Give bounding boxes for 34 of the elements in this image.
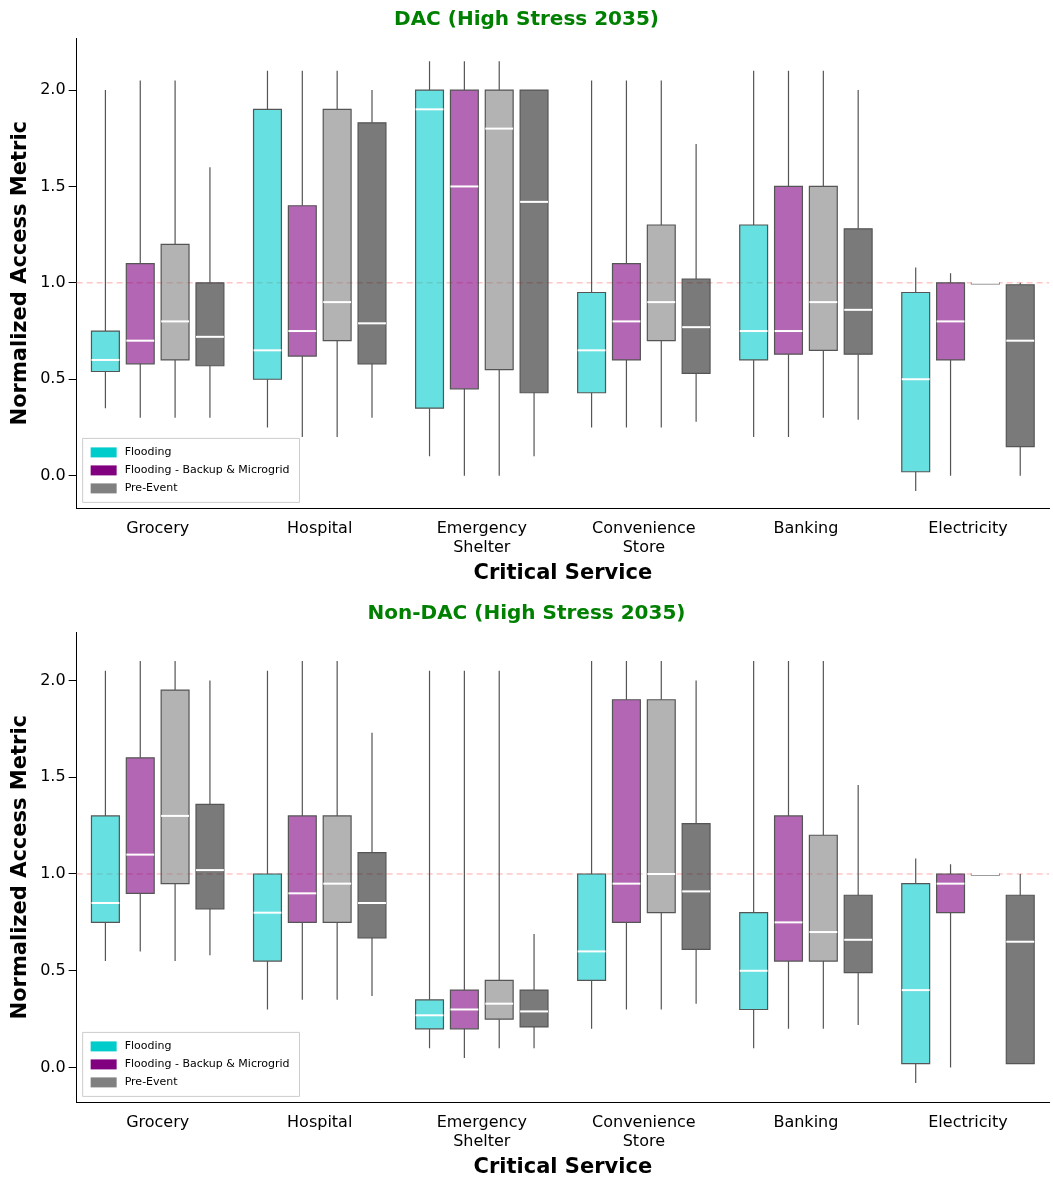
y-tick-label: 1.5 [40, 766, 66, 786]
y-tick-label: 1.0 [40, 272, 66, 291]
x-axis-title: Critical Service [473, 559, 653, 584]
x-axis-title: Critical Service [473, 1153, 653, 1178]
x-tick-label: Convenience Store [592, 518, 696, 557]
legend-label: Pre-Event [124, 1075, 179, 1089]
y-axis-title: Normalized Access Metric [7, 714, 32, 1020]
chart-title: Non-DAC (High Stress 2035) [367, 600, 686, 625]
y-tick-label: 1.0 [40, 863, 66, 883]
x-tick-label: Emergency Shelter [436, 518, 527, 557]
legend-label: Flooding [124, 1039, 172, 1053]
x-tick-label: Hospital [287, 518, 353, 538]
x-tick-label: Grocery [126, 1112, 190, 1132]
x-tick-label: Hospital [287, 1112, 353, 1132]
x-tick-label: Emergency Shelter [436, 1112, 527, 1151]
x-tick-label: Electricity [928, 518, 1008, 538]
legend-label: Flooding [124, 445, 172, 459]
legend-label: Pre-Event [124, 481, 179, 495]
chart-title: DAC (High Stress 2035) [394, 6, 659, 31]
x-tick-label: Electricity [928, 1112, 1008, 1132]
x-tick-label: Convenience Store [592, 1112, 696, 1151]
y-tick-label: 0.5 [40, 368, 66, 388]
x-tick-label: Banking [773, 518, 839, 538]
y-tick-label: 0.5 [40, 959, 66, 979]
y-tick-label: 2.0 [40, 669, 66, 689]
y-axis-title: Normalized Access Metric [7, 120, 32, 426]
legend-label: Flooding - Backup & Microgrid [124, 1057, 290, 1071]
y-tick-label: 2.0 [40, 79, 66, 99]
y-tick-label: 1.5 [40, 175, 66, 195]
x-tick-label: Grocery [126, 518, 190, 538]
y-tick-label: 0.0 [40, 1056, 66, 1076]
y-tick-label: 0.0 [40, 464, 66, 484]
x-tick-label: Banking [773, 1112, 839, 1132]
legend-label: Flooding - Backup & Microgrid [124, 463, 290, 477]
